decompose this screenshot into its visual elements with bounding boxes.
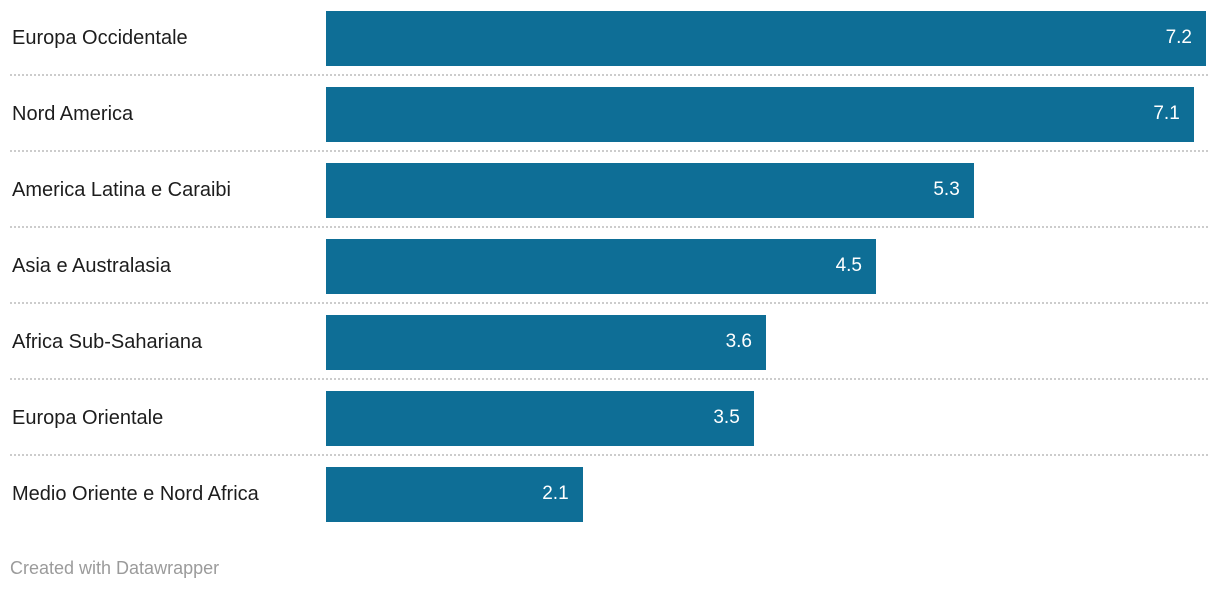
bar[interactable]: 7.2 bbox=[326, 10, 1206, 66]
category-label: Europa Orientale bbox=[12, 407, 164, 429]
chart-row: Europa Occidentale 7.2 bbox=[0, 0, 1220, 76]
bar[interactable]: 3.5 bbox=[326, 390, 754, 446]
bar-track: 7.2 bbox=[326, 10, 1206, 66]
category-label: Nord America bbox=[12, 103, 134, 125]
chart-row: Nord America 7.1 bbox=[0, 76, 1220, 152]
bar-value-label: 7.1 bbox=[1153, 103, 1180, 124]
bar[interactable]: 7.1 bbox=[326, 86, 1194, 142]
bar-track: 4.5 bbox=[326, 238, 1206, 294]
datawrapper-attribution-link[interactable]: Created with Datawrapper bbox=[10, 558, 220, 578]
bar-value-label: 7.2 bbox=[1165, 27, 1192, 48]
bar-value-label: 2.1 bbox=[542, 483, 569, 504]
chart-row: Medio Oriente e Nord Africa 2.1 bbox=[0, 456, 1220, 532]
bar[interactable]: 3.6 bbox=[326, 314, 766, 370]
category-label: America Latina e Caraibi bbox=[12, 179, 231, 201]
bar-track: 7.1 bbox=[326, 86, 1206, 142]
bar-chart: Europa Occidentale 7.2 Nord America 7.1 … bbox=[0, 0, 1220, 532]
chart-row: Africa Sub-Sahariana 3.6 bbox=[0, 304, 1220, 380]
category-label: Europa Occidentale bbox=[12, 27, 188, 49]
bar-track: 3.5 bbox=[326, 390, 1206, 446]
category-label: Asia e Australasia bbox=[12, 255, 171, 277]
bar[interactable]: 2.1 bbox=[326, 466, 583, 522]
chart-row: Asia e Australasia 4.5 bbox=[0, 228, 1220, 304]
bar-value-label: 4.5 bbox=[835, 255, 862, 276]
category-label: Africa Sub-Sahariana bbox=[12, 331, 203, 353]
bar-value-label: 5.3 bbox=[933, 179, 960, 200]
bar[interactable]: 4.5 bbox=[326, 238, 876, 294]
bar-value-label: 3.5 bbox=[713, 407, 740, 428]
bar-track: 2.1 bbox=[326, 466, 1206, 522]
bar-value-label: 3.6 bbox=[725, 331, 752, 352]
chart-row: America Latina e Caraibi 5.3 bbox=[0, 152, 1220, 228]
chart-row: Europa Orientale 3.5 bbox=[0, 380, 1220, 456]
bar-track: 3.6 bbox=[326, 314, 1206, 370]
bar[interactable]: 5.3 bbox=[326, 162, 974, 218]
category-label: Medio Oriente e Nord Africa bbox=[12, 483, 259, 505]
bar-track: 5.3 bbox=[326, 162, 1206, 218]
